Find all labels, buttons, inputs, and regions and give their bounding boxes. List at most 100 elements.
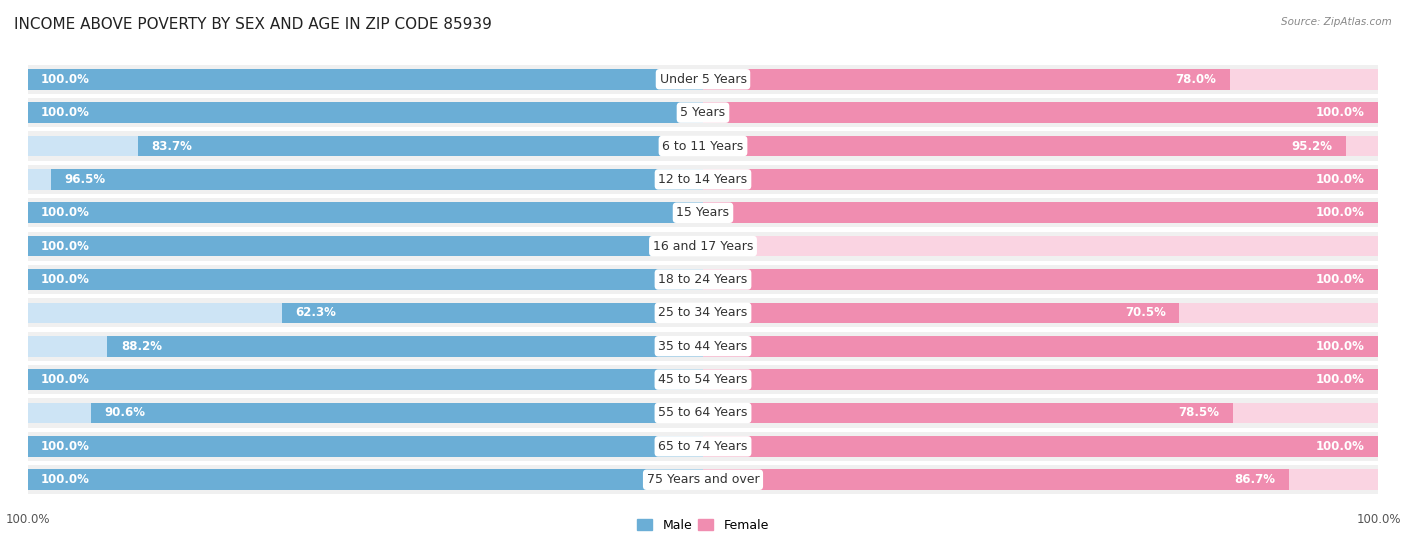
Text: 70.5%: 70.5% (1125, 306, 1166, 319)
Bar (28, 102, 703, 123)
Bar (703, 102, 1378, 123)
Text: 88.2%: 88.2% (121, 340, 162, 353)
Text: 12 to 14 Years: 12 to 14 Years (658, 173, 748, 186)
Bar (28, 436, 703, 457)
Bar (28, 470, 703, 490)
Bar (703, 269, 1378, 290)
Bar (703, 470, 1289, 490)
Text: 75 Years and over: 75 Years and over (647, 473, 759, 486)
Bar (28, 202, 703, 223)
Bar (703, 302, 1180, 323)
Text: 100.0%: 100.0% (41, 440, 90, 453)
Text: Source: ZipAtlas.com: Source: ZipAtlas.com (1281, 17, 1392, 27)
Bar (28, 65, 1378, 94)
Bar (28, 369, 703, 390)
Bar (28, 231, 1378, 260)
Bar (28, 165, 1378, 194)
Bar (703, 436, 1378, 457)
Bar (703, 236, 1378, 257)
Bar (28, 265, 1378, 294)
Bar (28, 336, 703, 357)
Text: 95.2%: 95.2% (1292, 140, 1333, 153)
Text: 5 Years: 5 Years (681, 106, 725, 119)
Bar (703, 369, 1378, 390)
Text: 45 to 54 Years: 45 to 54 Years (658, 373, 748, 386)
Bar (28, 470, 703, 490)
Text: 6 to 11 Years: 6 to 11 Years (662, 140, 744, 153)
Bar (703, 69, 1230, 89)
Bar (703, 402, 1378, 423)
Bar (28, 269, 703, 290)
Text: 100.0%: 100.0% (1316, 173, 1365, 186)
Bar (703, 302, 1378, 323)
Bar (28, 436, 703, 457)
Text: 35 to 44 Years: 35 to 44 Years (658, 340, 748, 353)
Bar (703, 402, 1233, 423)
Bar (28, 131, 1378, 160)
Text: 100.0%: 100.0% (1316, 106, 1365, 119)
Text: 78.0%: 78.0% (1175, 73, 1216, 86)
Bar (28, 136, 703, 157)
Bar (28, 432, 1378, 461)
Bar (703, 202, 1378, 223)
Bar (28, 331, 1378, 361)
Bar (703, 169, 1378, 190)
Text: 86.7%: 86.7% (1234, 473, 1275, 486)
Text: 18 to 24 Years: 18 to 24 Years (658, 273, 748, 286)
Text: 100.0%: 100.0% (41, 240, 90, 253)
Bar (28, 169, 703, 190)
Bar (28, 269, 703, 290)
Text: 96.5%: 96.5% (65, 173, 105, 186)
Bar (28, 465, 1378, 494)
Bar (703, 69, 1378, 89)
Bar (703, 336, 1378, 357)
Text: 0.0%: 0.0% (723, 240, 752, 253)
Bar (107, 336, 703, 357)
Bar (28, 365, 1378, 394)
Text: 83.7%: 83.7% (152, 140, 193, 153)
Bar (28, 202, 703, 223)
Bar (28, 302, 703, 323)
Bar (28, 399, 1378, 428)
Text: 100.0%: 100.0% (1316, 273, 1365, 286)
Bar (138, 136, 703, 157)
Bar (283, 302, 703, 323)
Bar (28, 69, 703, 89)
Bar (28, 369, 703, 390)
Text: 78.5%: 78.5% (1178, 406, 1219, 419)
Bar (703, 102, 1378, 123)
Bar (703, 136, 1346, 157)
Text: 100.0%: 100.0% (41, 73, 90, 86)
Text: 100.0%: 100.0% (1316, 373, 1365, 386)
Text: 55 to 64 Years: 55 to 64 Years (658, 406, 748, 419)
Text: 25 to 34 Years: 25 to 34 Years (658, 306, 748, 319)
Bar (703, 269, 1378, 290)
Bar (28, 69, 703, 89)
Text: 100.0%: 100.0% (41, 206, 90, 219)
Text: 100.0%: 100.0% (1316, 340, 1365, 353)
Text: 100.0%: 100.0% (1316, 206, 1365, 219)
Bar (28, 236, 703, 257)
Legend: Male, Female: Male, Female (633, 514, 773, 537)
Text: 16 and 17 Years: 16 and 17 Years (652, 240, 754, 253)
Bar (91, 402, 703, 423)
Bar (28, 236, 703, 257)
Bar (703, 336, 1378, 357)
Bar (28, 102, 703, 123)
Text: Under 5 Years: Under 5 Years (659, 73, 747, 86)
Text: 100.0%: 100.0% (1316, 440, 1365, 453)
Bar (28, 299, 1378, 328)
Text: INCOME ABOVE POVERTY BY SEX AND AGE IN ZIP CODE 85939: INCOME ABOVE POVERTY BY SEX AND AGE IN Z… (14, 17, 492, 32)
Text: 62.3%: 62.3% (295, 306, 336, 319)
Bar (703, 202, 1378, 223)
Text: 100.0%: 100.0% (41, 373, 90, 386)
Text: 100.0%: 100.0% (41, 473, 90, 486)
Text: 65 to 74 Years: 65 to 74 Years (658, 440, 748, 453)
Text: 100.0%: 100.0% (41, 273, 90, 286)
Bar (703, 436, 1378, 457)
Text: 90.6%: 90.6% (104, 406, 146, 419)
Bar (703, 136, 1378, 157)
Bar (51, 169, 703, 190)
Bar (28, 198, 1378, 228)
Text: 100.0%: 100.0% (41, 106, 90, 119)
